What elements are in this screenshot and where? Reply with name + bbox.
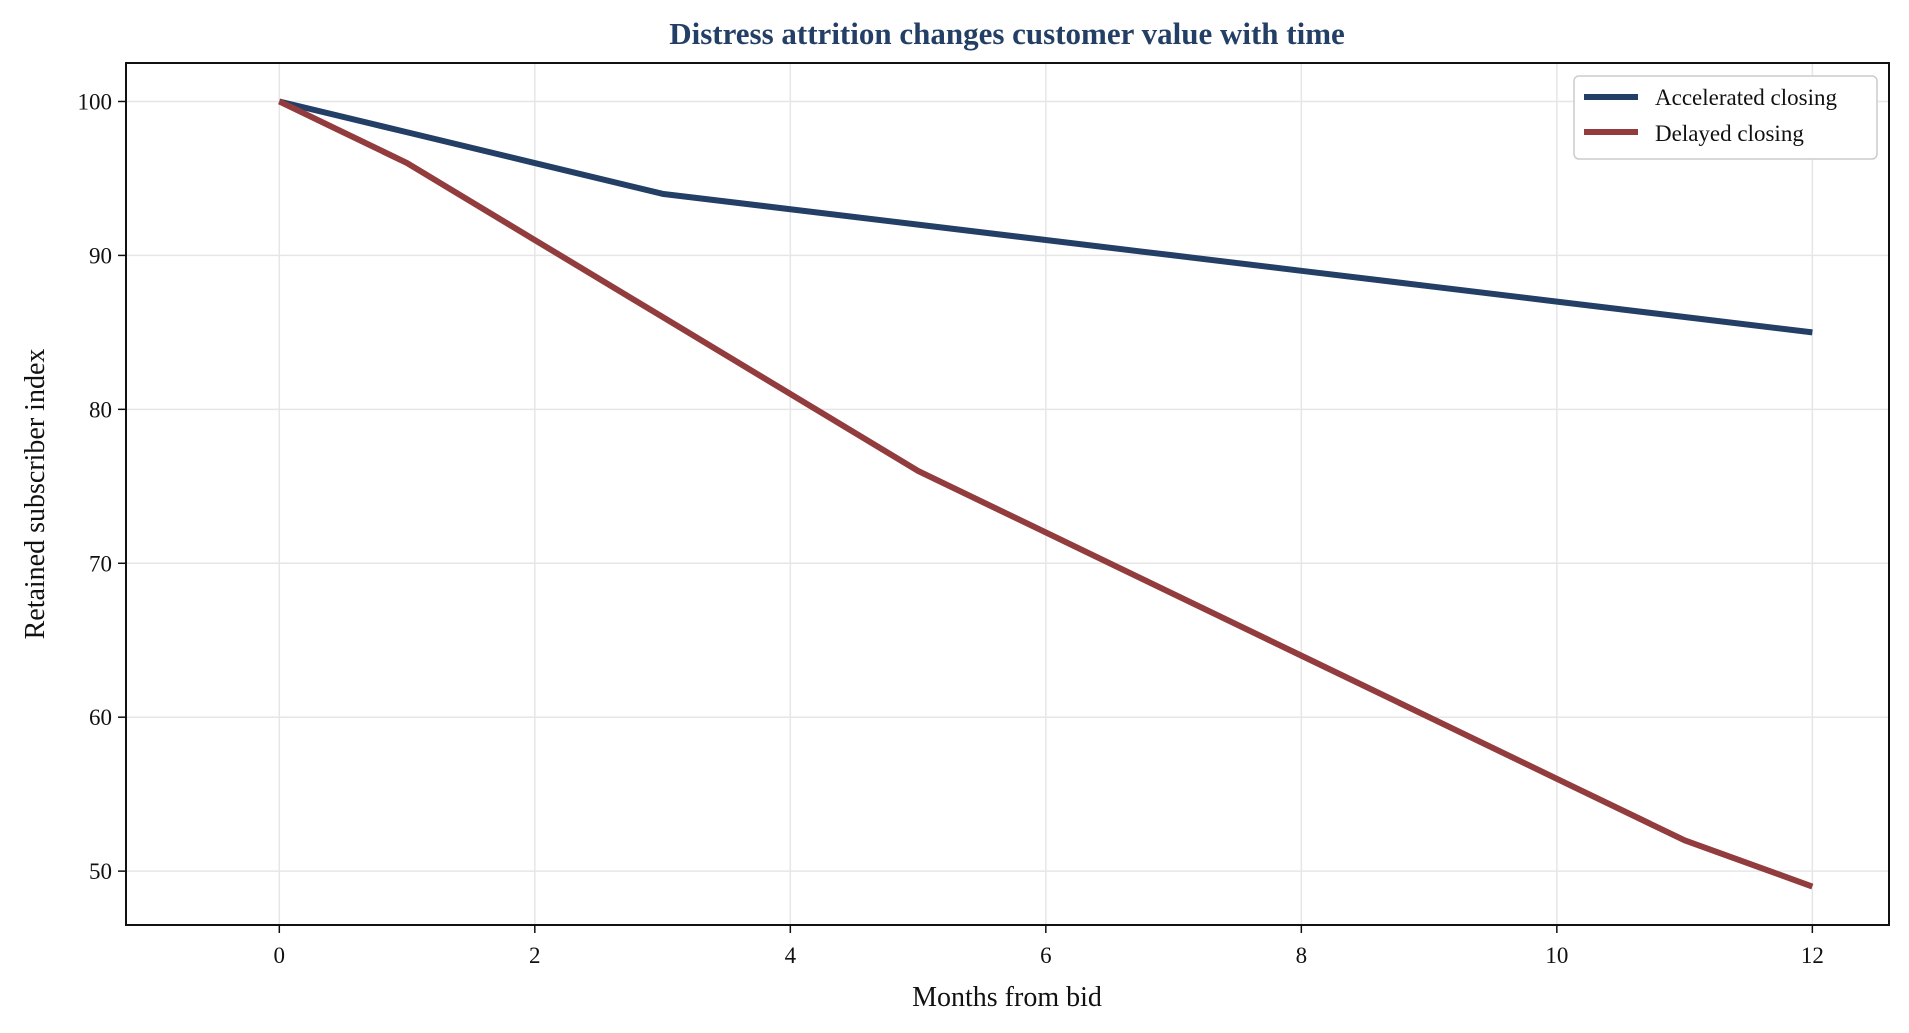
y-axis-label: Retained subscriber index — [20, 349, 51, 640]
legend-label-accelerated-closing: Accelerated closing — [1655, 85, 1837, 110]
x-tick-label: 4 — [785, 943, 797, 968]
grid — [126, 63, 1889, 925]
axis-ticks: 0 2 4 6 8 10 12 50 60 70 80 90 100 — [78, 89, 1824, 968]
x-tick-label: 6 — [1040, 943, 1052, 968]
series-line-delayed-closing — [277, 98, 1814, 890]
y-tick-label: 60 — [89, 705, 112, 730]
x-tick-label: 2 — [529, 943, 541, 968]
y-tick-label: 100 — [78, 89, 113, 114]
y-tick-label: 80 — [89, 397, 112, 422]
x-axis-label: Months from bid — [912, 982, 1102, 1013]
series-lines — [277, 98, 1814, 890]
series-line-accelerated-closing — [278, 98, 1813, 336]
legend-box — [1573, 75, 1878, 160]
x-tick-label: 0 — [274, 943, 286, 968]
plot-frame — [125, 62, 1890, 926]
chart-title: Distress attrition changes customer valu… — [669, 16, 1345, 51]
x-tick-label: 12 — [1801, 943, 1824, 968]
y-tick-label: 50 — [89, 859, 112, 884]
legend: Accelerated closing Delayed closing — [1573, 75, 1878, 160]
x-tick-label: 8 — [1296, 943, 1308, 968]
x-tick-label: 10 — [1545, 943, 1568, 968]
y-tick-label: 90 — [89, 243, 112, 268]
y-tick-label: 70 — [89, 551, 112, 576]
legend-label-delayed-closing: Delayed closing — [1655, 121, 1804, 146]
